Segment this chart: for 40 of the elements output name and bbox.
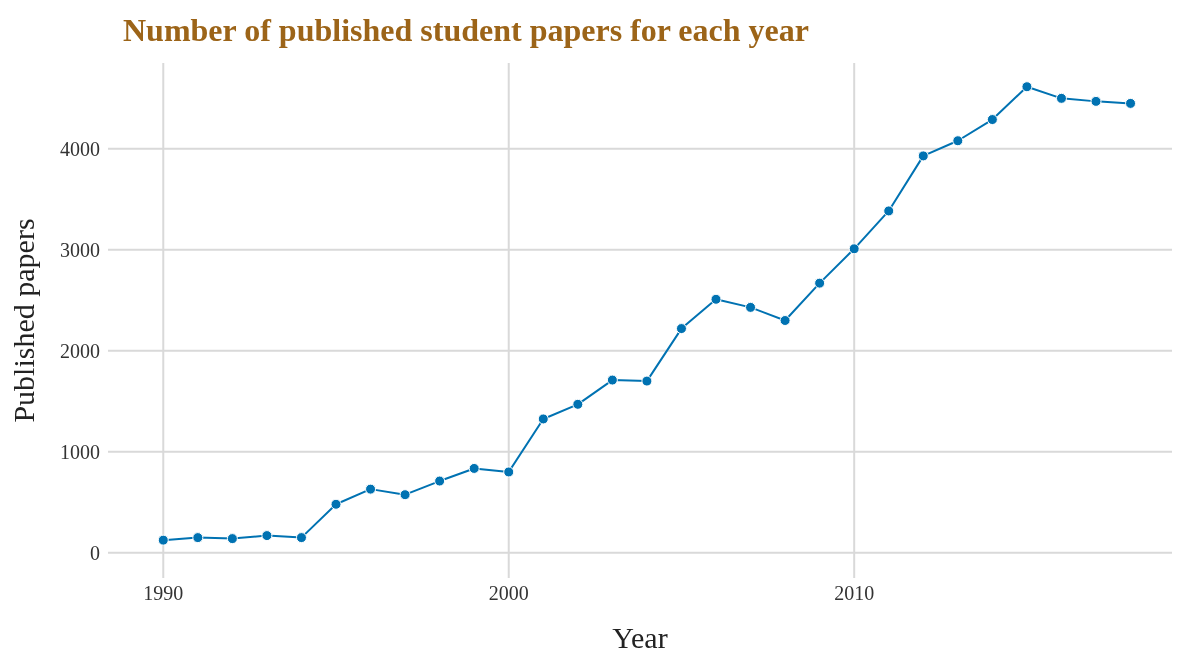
- point: [745, 301, 757, 313]
- point: [226, 533, 238, 545]
- point: [986, 114, 998, 126]
- y-tick-label: 3000: [60, 238, 100, 261]
- point: [468, 462, 480, 474]
- point: [399, 489, 411, 501]
- point: [503, 466, 515, 478]
- point: [1021, 81, 1033, 93]
- point: [261, 530, 273, 542]
- point: [572, 398, 584, 410]
- point: [883, 205, 895, 217]
- y-tick-label: 1000: [60, 440, 100, 463]
- point: [917, 150, 929, 162]
- point: [848, 243, 860, 255]
- point: [1055, 92, 1067, 104]
- point: [641, 375, 653, 387]
- x-tick-label: 2000: [488, 582, 529, 605]
- chart-title: Number of published student papers for each year: [122, 11, 810, 50]
- point: [710, 293, 722, 305]
- point: [1090, 95, 1102, 107]
- point: [606, 374, 618, 386]
- point: [1125, 97, 1137, 109]
- point: [952, 135, 964, 147]
- point: [365, 483, 377, 495]
- point: [779, 315, 791, 326]
- x-axis-title: Year: [612, 621, 668, 654]
- y-tick-label: 4000: [60, 137, 100, 160]
- y-tick-label: 2000: [60, 339, 100, 362]
- x-tick-label: 2010: [834, 582, 875, 605]
- point: [330, 498, 342, 510]
- y-tick-label: 0: [90, 541, 100, 564]
- point: [295, 532, 307, 544]
- y-axis-title: Published papers: [6, 218, 40, 423]
- point: [157, 534, 169, 546]
- point: [814, 277, 826, 289]
- point: [537, 413, 549, 425]
- point: [434, 475, 446, 487]
- point: [192, 532, 204, 544]
- x-tick-label: 1990: [143, 582, 184, 605]
- point: [675, 323, 687, 335]
